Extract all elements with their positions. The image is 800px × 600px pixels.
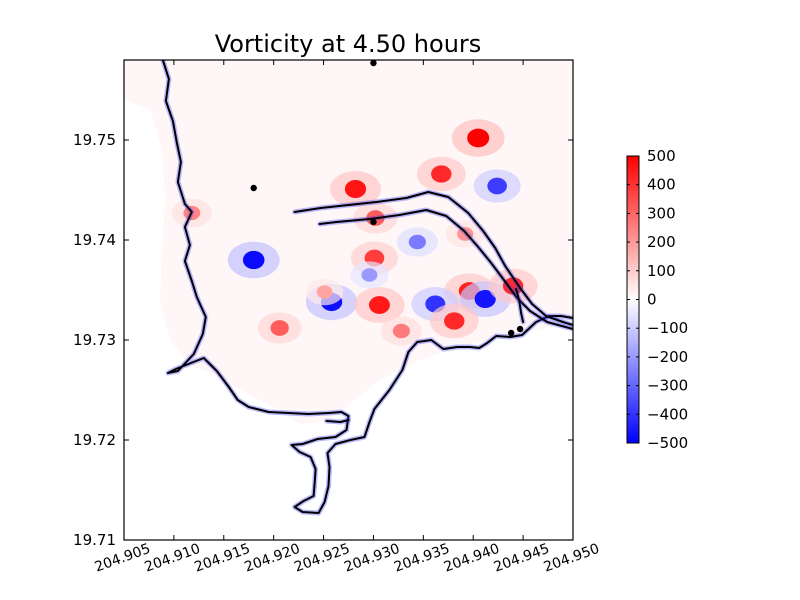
breakwater-line bbox=[325, 419, 350, 423]
vortex-core bbox=[361, 268, 378, 282]
x-tick-label: 204.925 bbox=[292, 541, 352, 576]
coastline-layer bbox=[160, 60, 573, 516]
breakwater-line bbox=[515, 288, 525, 323]
plot-frame bbox=[123, 59, 574, 541]
vortex-core bbox=[242, 250, 265, 270]
colorbar-tick-label: 200 bbox=[647, 233, 676, 251]
vortex-core bbox=[408, 234, 426, 250]
point-marker bbox=[507, 329, 515, 337]
y-tick-label: 19.72 bbox=[73, 431, 116, 449]
colorbar-tick-label: −500 bbox=[647, 434, 688, 452]
x-tick-label: 204.915 bbox=[192, 541, 252, 576]
vortex-core bbox=[368, 296, 390, 314]
colorbar-tick-label: −400 bbox=[647, 405, 688, 423]
x-tick-label: 204.910 bbox=[143, 541, 203, 576]
colorbar: 500 400 300 200 100 0 −100 −200 −300 −400 −500 bbox=[626, 147, 688, 452]
y-tick-label: 19.73 bbox=[73, 331, 116, 349]
point-marker bbox=[516, 325, 524, 333]
vortex-core bbox=[431, 165, 452, 183]
vortex-core bbox=[392, 323, 410, 339]
y-axis: 19.71 19.72 19.73 19.74 19.75 bbox=[73, 131, 573, 549]
colorbar-tick-label: 300 bbox=[647, 204, 676, 222]
vortex-core bbox=[467, 128, 490, 148]
breakwater-line bbox=[293, 191, 573, 326]
colorbar-tick-label: −200 bbox=[647, 348, 688, 366]
point-marker bbox=[370, 218, 377, 226]
colorbar-ticks: 500 400 300 200 100 0 −100 −200 −300 −400 −500 bbox=[627, 147, 688, 452]
vortex-core bbox=[502, 277, 524, 295]
x-tick-label: 204.950 bbox=[542, 541, 602, 576]
y-tick-label: 19.74 bbox=[73, 231, 116, 249]
vortex-core bbox=[344, 179, 367, 199]
point-marker bbox=[250, 184, 257, 192]
vortex-core bbox=[270, 320, 289, 336]
colorbar-tick-label: 400 bbox=[647, 176, 676, 194]
vortex-core bbox=[487, 177, 507, 195]
colorbar-tick-label: 0 bbox=[647, 291, 657, 309]
colorbar-tick-label: 500 bbox=[647, 147, 676, 165]
x-tick-label: 204.930 bbox=[342, 541, 402, 576]
y-tick-label: 19.71 bbox=[73, 531, 116, 549]
chart-title: Vorticity at 4.50 hours bbox=[215, 30, 482, 58]
vorticity-field bbox=[124, 60, 573, 516]
vortex-core bbox=[444, 312, 465, 330]
coastline bbox=[161, 60, 573, 514]
vortex-core bbox=[474, 289, 496, 309]
colorbar-tick-label: 100 bbox=[647, 262, 676, 280]
breakwater-line bbox=[318, 209, 573, 330]
x-tick-label: 204.920 bbox=[242, 541, 302, 576]
y-tick-label: 19.75 bbox=[73, 131, 116, 149]
vortex-core bbox=[316, 285, 333, 299]
x-tick-label: 204.945 bbox=[492, 541, 552, 576]
marker-layer bbox=[250, 60, 524, 337]
colorbar-tick-label: −100 bbox=[647, 319, 688, 337]
x-tick-label: 204.940 bbox=[442, 541, 502, 576]
vortex-blobs bbox=[171, 119, 538, 346]
x-tick-label: 204.935 bbox=[392, 541, 452, 576]
colorbar-tick-label: −300 bbox=[647, 377, 688, 395]
